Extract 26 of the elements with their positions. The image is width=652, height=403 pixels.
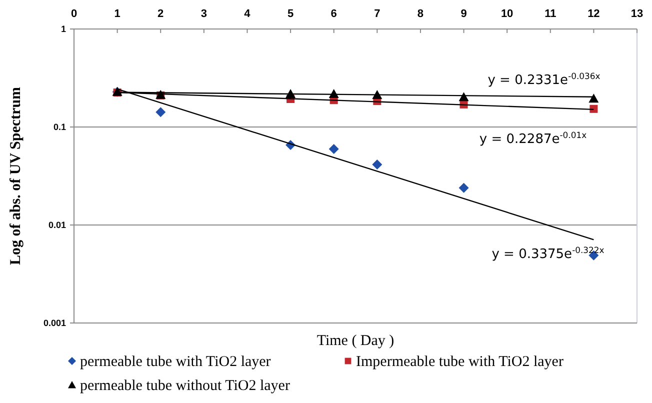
x-tick-label: 3 bbox=[200, 8, 207, 20]
x-tick-label: 12 bbox=[588, 8, 600, 20]
y-tick-label: 1 bbox=[60, 24, 66, 34]
legend-label: permeable tube without TiO2 layer bbox=[80, 378, 290, 394]
x-axis-title: Time ( Day ) bbox=[316, 333, 394, 349]
x-tick-label: 0 bbox=[70, 8, 78, 20]
annotation: y = 0.2287e$^{-0.01x}$ bbox=[479, 130, 587, 147]
y-tick-label: 0.01 bbox=[48, 220, 66, 230]
x-tick-label: 1 bbox=[114, 8, 120, 20]
x-tick-label: 13 bbox=[630, 8, 644, 20]
x-tick-label: 5 bbox=[287, 8, 294, 20]
x-tick-label: 11 bbox=[544, 8, 556, 20]
x-tick-label: 9 bbox=[460, 8, 467, 20]
legend-label: permeable tube with TiO2 layer bbox=[80, 354, 271, 370]
y-tick-label: 0.001 bbox=[43, 318, 66, 328]
y-axis-title: Log of abs. of UV Spectrum bbox=[8, 86, 24, 266]
y-tick-label: 0.1 bbox=[53, 122, 66, 132]
legend-label: Impermeable tube with TiO2 layer bbox=[356, 354, 564, 370]
annotation: y = 0.3375e$^{-0.322x}$ bbox=[492, 245, 604, 262]
x-tick-label: 6 bbox=[330, 8, 337, 20]
x-tick-label: 2 bbox=[158, 8, 164, 20]
x-tick-label: 10 bbox=[500, 8, 514, 20]
x-tick-label: 4 bbox=[244, 8, 252, 20]
x-tick-label: 7 bbox=[374, 8, 380, 20]
x-tick-label: 8 bbox=[417, 8, 424, 20]
annotation: y = 0.2331e$^{-0.036x}$ bbox=[488, 71, 600, 88]
